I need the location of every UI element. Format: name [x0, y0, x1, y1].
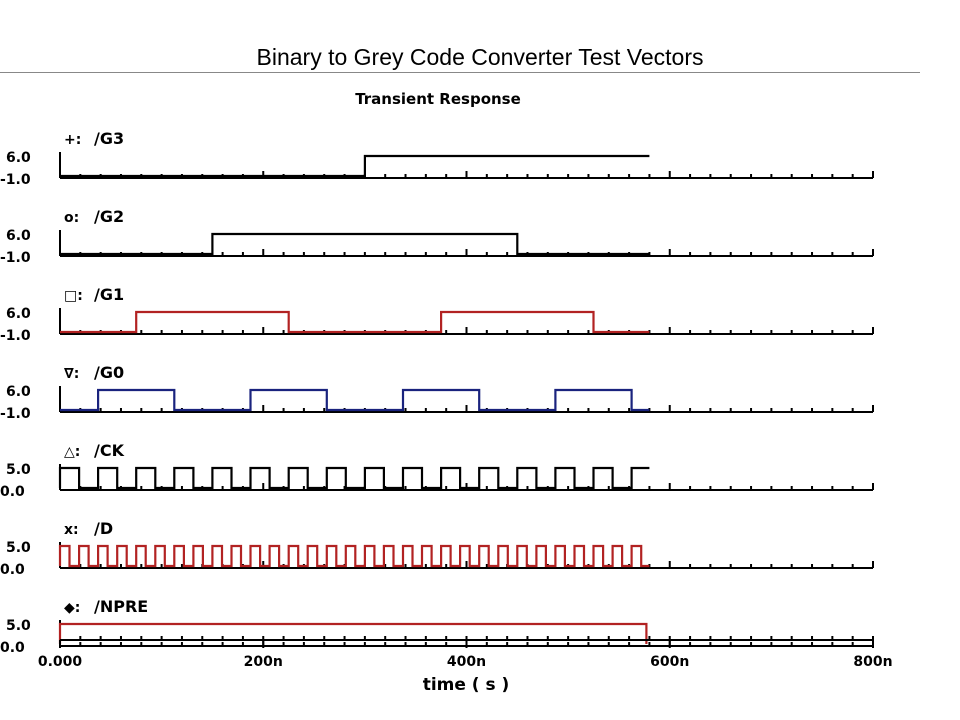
waveform-npre	[58, 622, 648, 644]
panel-g1: 6.0 -1.0 □: /G1	[0, 285, 874, 344]
signal-label: /G3	[94, 129, 124, 148]
ymin-label: 0.0	[0, 562, 25, 578]
x-tick-label: 800n	[853, 654, 892, 670]
signal-label: /CK	[94, 441, 125, 460]
signal-label: /G1	[94, 285, 124, 304]
ymax-label: 6.0	[6, 384, 31, 400]
slide-title: Binary to Grey Code Converter Test Vecto…	[256, 44, 704, 70]
panel-ck: 5.0 0.0 △: /CK	[0, 441, 874, 500]
x-tick-label: 200n	[244, 654, 283, 670]
x-tick-label: 400n	[447, 654, 486, 670]
signal-label: /G2	[94, 207, 124, 226]
chart-title: Transient Response	[355, 90, 521, 108]
ymin-label: 0.0	[0, 640, 25, 656]
waveform-ck	[58, 466, 650, 490]
ymin-label: 0.0	[0, 484, 25, 500]
signal-label: /G0	[94, 363, 124, 382]
ymax-label: 5.0	[6, 540, 31, 556]
signal-marker: △:	[64, 444, 80, 460]
ymax-label: 5.0	[6, 462, 31, 478]
waveform-g3	[60, 154, 650, 178]
ymax-label: 5.0	[6, 618, 31, 634]
x-axis-label: time ( s )	[423, 675, 510, 695]
ymax-label: 6.0	[6, 228, 31, 244]
signal-marker: ◆:	[64, 600, 80, 616]
waveform-g0	[60, 388, 650, 412]
waveform-d	[58, 544, 650, 568]
panel-g2: 6.0 -1.0 o: /G2	[0, 207, 874, 266]
x-tick-label: 0.000	[38, 654, 83, 670]
ymax-label: 6.0	[6, 306, 31, 322]
signal-marker: ∇:	[64, 366, 79, 382]
ymin-label: -1.0	[0, 406, 31, 422]
signal-marker: x:	[64, 522, 79, 538]
signal-panels: 6.0 -1.0 +: /G3 6.0 -1.0 o: /G2 6.0 -1.0 □: /G1 6.0 -…	[0, 129, 874, 656]
ymax-label: 6.0	[6, 150, 31, 166]
panel-g3: 6.0 -1.0 +: /G3	[0, 129, 874, 188]
panel-npre: 5.0 0.0 ◆: /NPRE	[0, 597, 874, 656]
signal-label: /D	[94, 519, 113, 538]
waveform-g2	[60, 232, 650, 256]
x-tick-label: 600n	[650, 654, 689, 670]
signal-label: /NPRE	[94, 597, 148, 616]
signal-marker: □:	[64, 288, 83, 304]
signal-marker: +:	[64, 132, 81, 148]
ymin-label: -1.0	[0, 328, 31, 344]
ymin-label: -1.0	[0, 172, 31, 188]
panel-g0: 6.0 -1.0 ∇: /G0	[0, 363, 874, 422]
title-divider	[0, 72, 920, 73]
waveform-g1	[60, 310, 650, 334]
signal-marker: o:	[64, 210, 79, 226]
ymin-label: -1.0	[0, 250, 31, 266]
panel-d: 5.0 0.0 x: /D	[0, 519, 874, 578]
x-axis: 0.000 200n 400n 600n 800n	[38, 636, 893, 670]
